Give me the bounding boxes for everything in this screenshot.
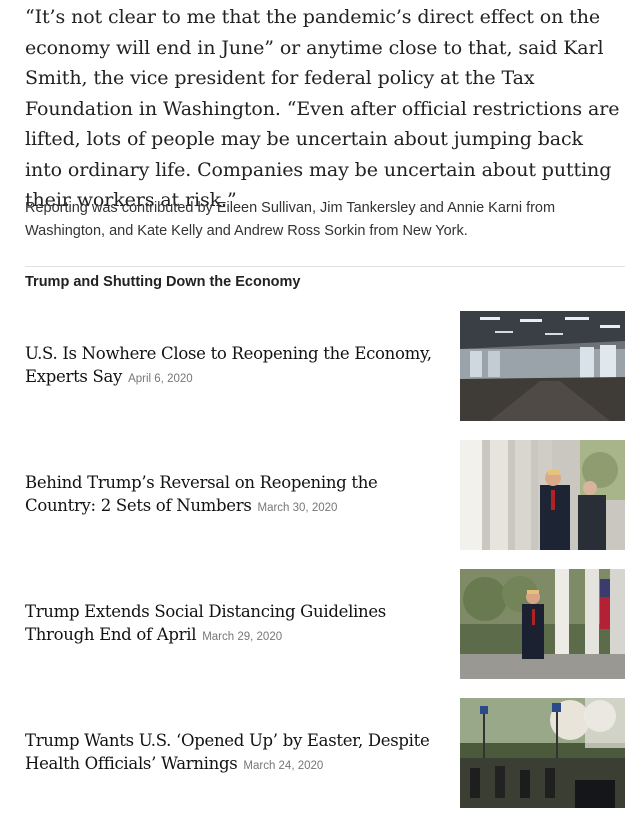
article-quote-paragraph: “It’s not clear to me that the pandemic’…: [25, 6, 620, 211]
story-headline[interactable]: Behind Trump’s Reversal on Reopening the…: [25, 472, 378, 515]
story-headline[interactable]: Trump Extends Social Distancing Guidelin…: [25, 601, 386, 644]
story-date: March 24, 2020: [243, 759, 324, 772]
colonnade-walk-photo[interactable]: [460, 440, 625, 550]
reporting-credits: Reporting was contributed by Eileen Sull…: [25, 200, 556, 239]
section-divider: [25, 266, 625, 267]
story-headline[interactable]: U.S. Is Nowhere Close to Reopening the E…: [25, 343, 432, 386]
related-section-title: Trump and Shutting Down the Economy: [25, 274, 301, 290]
empty-office-photo[interactable]: [460, 311, 625, 421]
related-story-2[interactable]: Behind Trump’s Reversal on Reopening the…: [25, 440, 625, 550]
story-headline[interactable]: Trump Wants U.S. ‘Opened Up’ by Easter, …: [25, 730, 430, 773]
rose-garden-event-photo[interactable]: [460, 698, 625, 808]
related-story-1[interactable]: U.S. Is Nowhere Close to Reopening the E…: [25, 311, 625, 421]
related-story-3[interactable]: Trump Extends Social Distancing Guidelin…: [25, 569, 625, 679]
story-date: March 30, 2020: [257, 501, 338, 514]
related-story-4[interactable]: Trump Wants U.S. ‘Opened Up’ by Easter, …: [25, 698, 625, 808]
story-date: March 29, 2020: [202, 630, 283, 643]
rose-garden-walk-photo[interactable]: [460, 569, 625, 679]
story-date: April 6, 2020: [128, 372, 193, 385]
